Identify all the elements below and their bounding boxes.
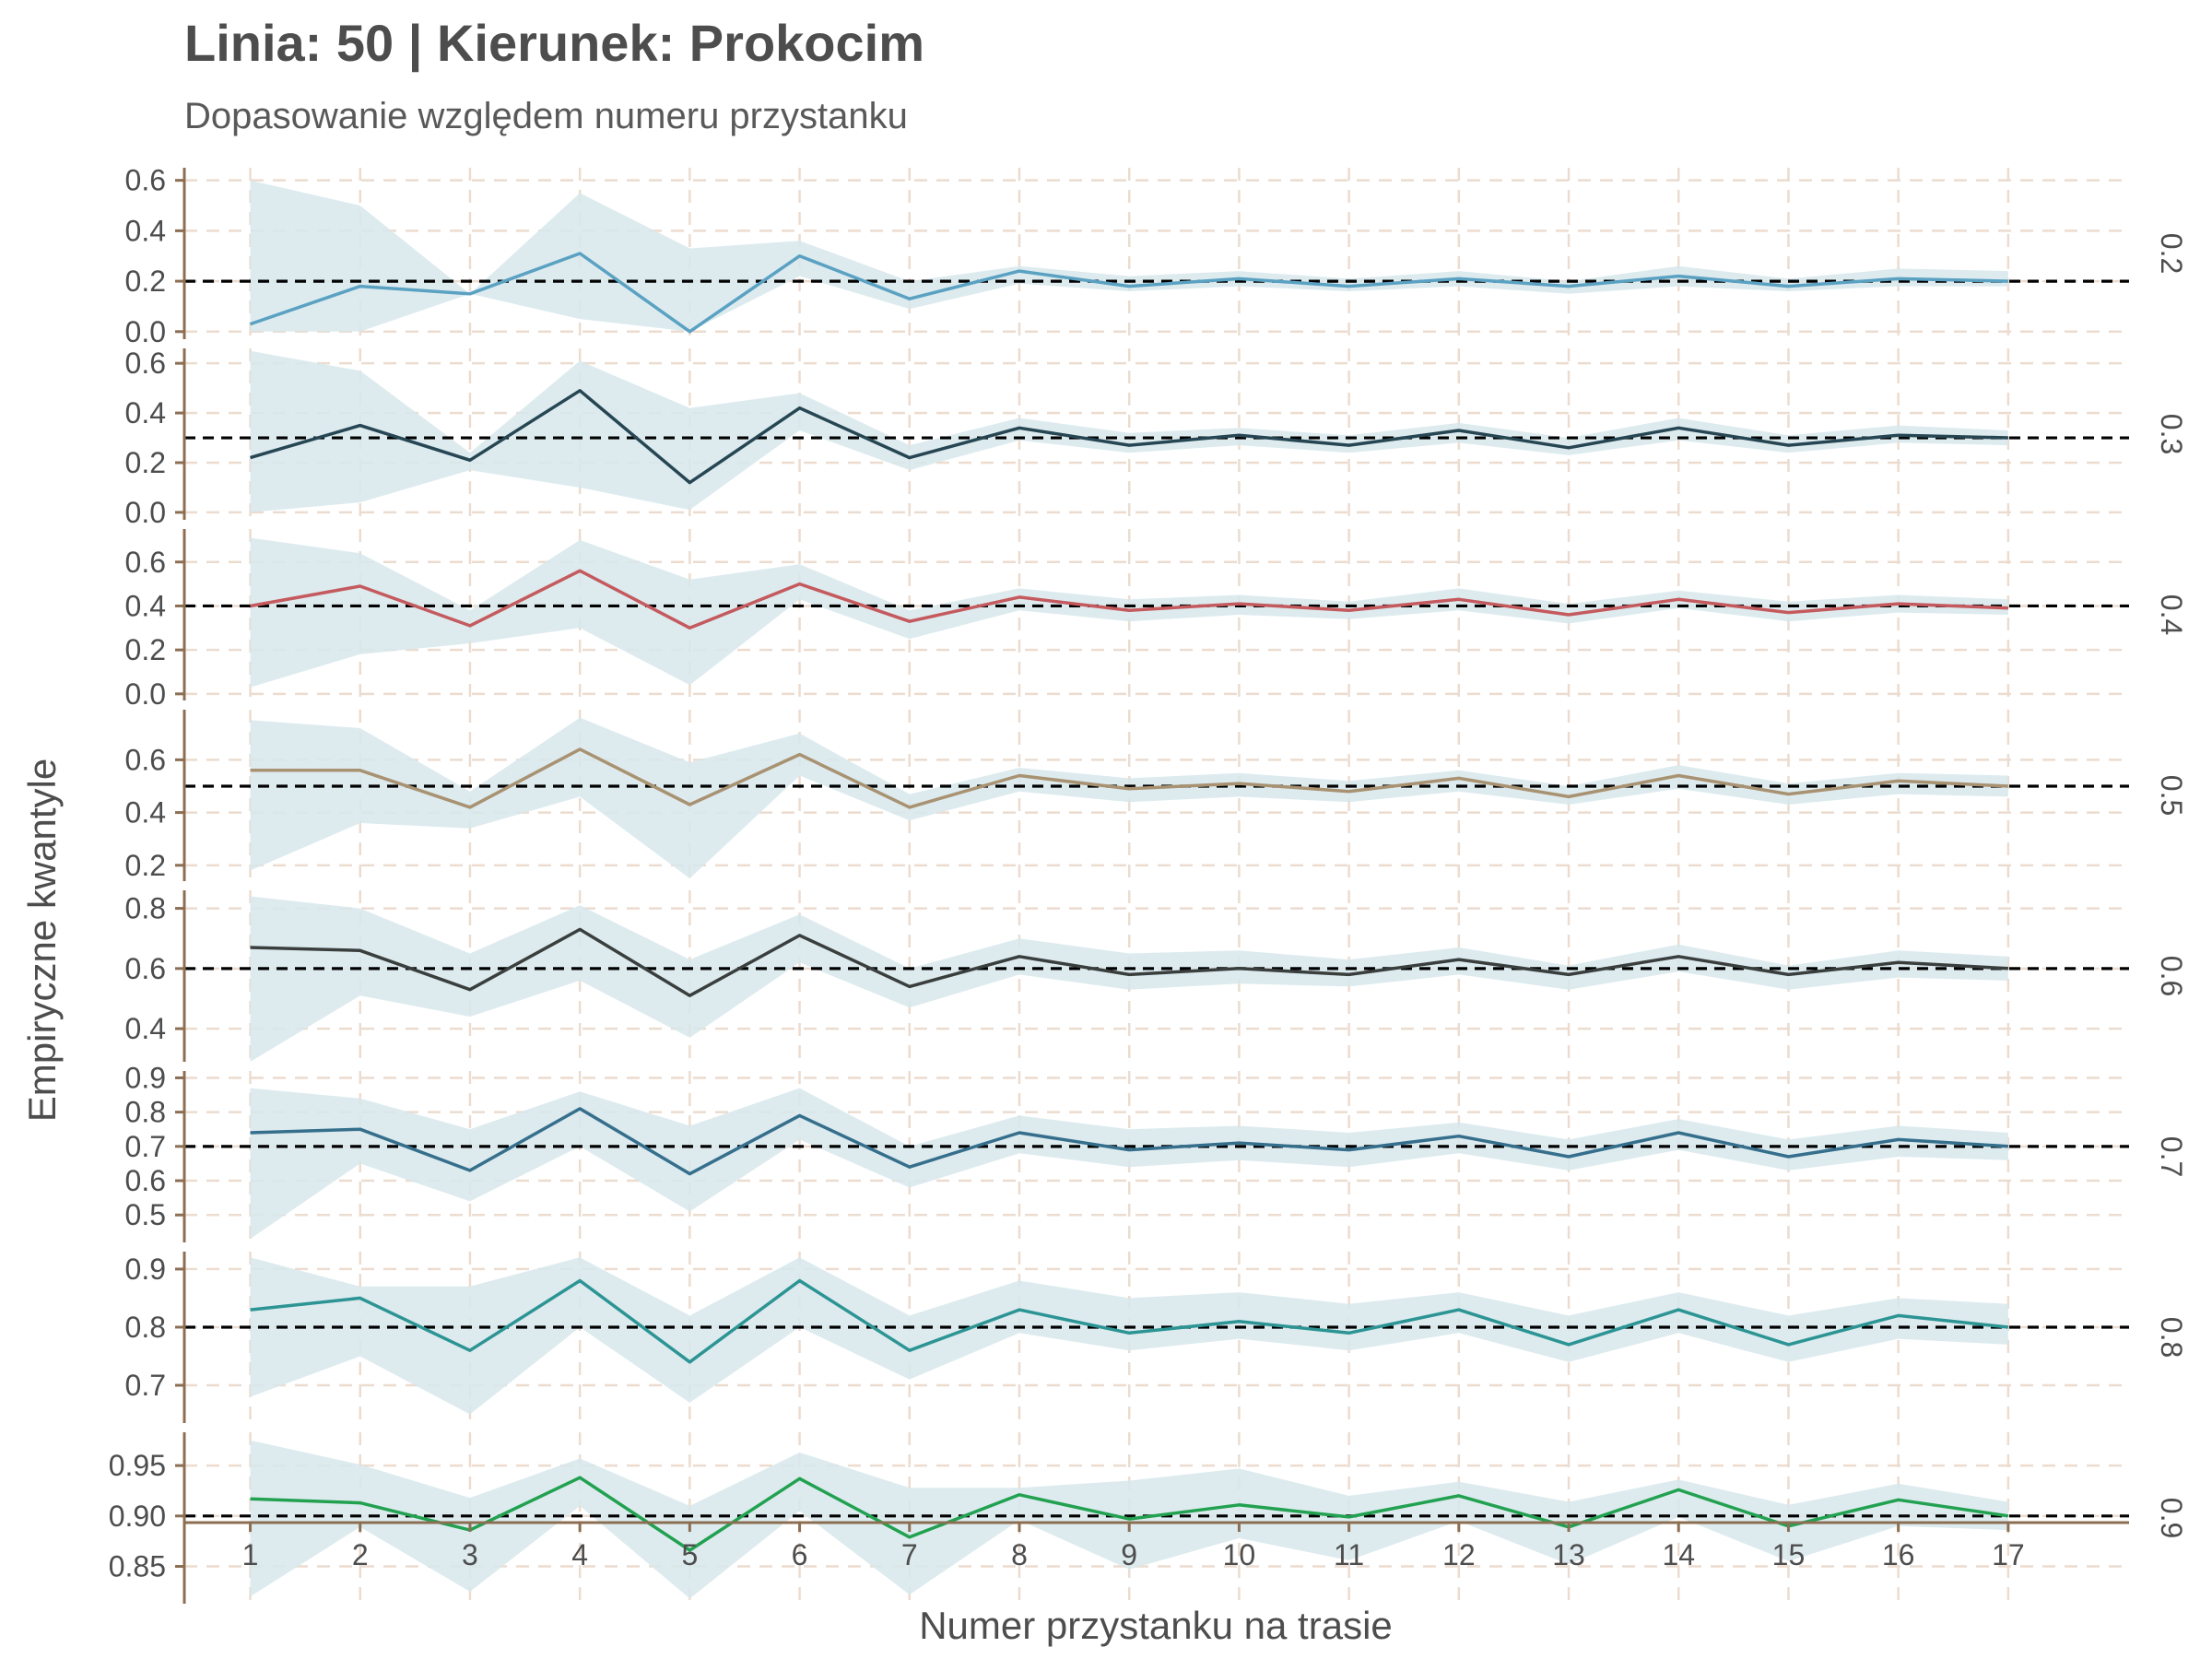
x-tick-label: 14 (1662, 1538, 1695, 1571)
panel-0.5: 0.2 0.4 0.6 0.5 (125, 710, 2188, 882)
x-tick-label: 7 (901, 1538, 918, 1571)
series-line-0.8 (250, 1278, 2009, 1364)
panel-strip-label: 0.9 (2155, 1498, 2188, 1538)
confidence-band-0.4 (250, 537, 2008, 688)
y-tick-label: 0.6 (125, 1164, 166, 1197)
panel-0.2: 0.0 0.2 0.4 0.6 0.2 (125, 164, 2188, 348)
x-tick-label: 9 (1121, 1538, 1137, 1571)
series-line-0.7 (250, 1107, 2009, 1176)
panel-0.9: 0.85 0.90 0.95 0.9 (109, 1432, 2188, 1604)
series-line-0.3 (250, 389, 2008, 485)
x-tick-label: 12 (1442, 1538, 1476, 1571)
y-tick-label: 0.5 (125, 1198, 166, 1231)
x-tick-label: 5 (681, 1538, 698, 1571)
panel-strip-label: 0.7 (2155, 1136, 2188, 1177)
confidence-band-0.3 (250, 350, 2008, 512)
panel-strip-label: 0.4 (2155, 594, 2188, 635)
confidence-band-0.8 (250, 1257, 2008, 1415)
y-tick-label: 0.2 (125, 849, 166, 882)
panel-strip-label: 0.3 (2155, 414, 2188, 454)
x-tick-label: 4 (571, 1538, 588, 1571)
x-axis: 1 2 3 4 5 6 7 8 9 10 11 12 13 14 15 16 17 (184, 1521, 2129, 1571)
panel-strip-label: 0.6 (2155, 956, 2188, 996)
y-tick-label: 0.4 (125, 589, 166, 622)
y-tick-label: 0.4 (125, 396, 166, 429)
y-tick-label: 0.8 (125, 1096, 166, 1129)
series-line-0.4 (250, 569, 2008, 630)
panel-0.4: 0.0 0.2 0.4 0.6 0.4 (125, 529, 2188, 711)
y-axis-title: Empiryczne kwantyle (20, 759, 64, 1122)
y-tick-label: 0.4 (125, 1012, 166, 1045)
chart-subtitle: Dopasowanie względem numeru przystanku (184, 96, 908, 136)
y-tick-label: 0.6 (125, 347, 166, 380)
x-tick-label: 3 (462, 1538, 478, 1571)
series-line-0.5 (250, 747, 2008, 809)
panel-strip-label: 0.2 (2155, 233, 2188, 274)
y-tick-label: 0.7 (125, 1130, 166, 1163)
panel-strip-label: 0.5 (2155, 775, 2188, 816)
x-tick-label: 2 (352, 1538, 369, 1571)
y-tick-label: 0.0 (125, 315, 166, 348)
x-tick-label: 10 (1223, 1538, 1256, 1571)
y-tick-label: 0.4 (125, 796, 166, 830)
y-tick-label: 0.4 (125, 214, 166, 247)
y-tick-label: 0.2 (125, 446, 166, 479)
x-tick-label: 16 (1882, 1538, 1915, 1571)
x-tick-label: 13 (1552, 1538, 1585, 1571)
confidence-band-0.2 (250, 180, 2008, 332)
x-tick-label: 15 (1772, 1538, 1806, 1571)
y-tick-label: 0.8 (125, 892, 166, 925)
y-tick-label: 0.90 (109, 1500, 166, 1533)
panel-strip-label: 0.8 (2155, 1317, 2188, 1358)
panels-layer: 0.00.20.40.60.20.00.20.40.60.30.00.20.40… (109, 164, 2188, 1604)
panel-0.7: 0.50.60.70.80.90.7 (125, 1061, 2188, 1242)
series-line-0.9 (250, 1476, 2009, 1552)
y-tick-label: 0.6 (125, 164, 166, 197)
y-tick-label: 0.0 (125, 677, 166, 711)
confidence-band-0.7 (250, 1088, 2008, 1240)
series-line-0.2 (249, 252, 2008, 334)
y-tick-label: 0.8 (125, 1311, 166, 1344)
x-tick-label: 11 (1334, 1538, 1364, 1571)
y-tick-label: 0.0 (125, 496, 166, 529)
x-axis-title: Numer przystanku na trasie (919, 1604, 1393, 1647)
y-tick-label: 0.9 (125, 1061, 166, 1094)
y-tick-label: 0.85 (109, 1550, 166, 1583)
series-line-0.6 (250, 927, 2008, 997)
y-tick-label: 0.6 (125, 952, 166, 985)
x-tick-label: 8 (1011, 1538, 1028, 1571)
y-tick-label: 0.2 (125, 265, 166, 298)
y-tick-label: 0.6 (125, 743, 166, 776)
panel-0.8: 0.7 0.8 0.9 0.8 (125, 1252, 2188, 1423)
y-tick-label: 0.95 (109, 1449, 166, 1482)
confidence-band-0.6 (250, 896, 2008, 1062)
panel-0.3: 0.0 0.2 0.4 0.6 0.3 (125, 347, 2188, 529)
x-tick-label: 17 (1992, 1538, 2025, 1571)
chart-title: Linia: 50 | Kierunek: Prokocim (184, 14, 925, 72)
y-tick-label: 0.6 (125, 546, 166, 579)
x-tick-label: 1 (242, 1538, 259, 1571)
y-tick-label: 0.9 (125, 1253, 166, 1286)
panel-0.6: 0.4 0.6 0.8 0.6 (125, 890, 2188, 1062)
x-tick-label: 6 (792, 1538, 808, 1571)
y-tick-label: 0.2 (125, 633, 166, 666)
y-tick-label: 0.7 (125, 1369, 166, 1402)
confidence-band-0.5 (250, 717, 2008, 879)
